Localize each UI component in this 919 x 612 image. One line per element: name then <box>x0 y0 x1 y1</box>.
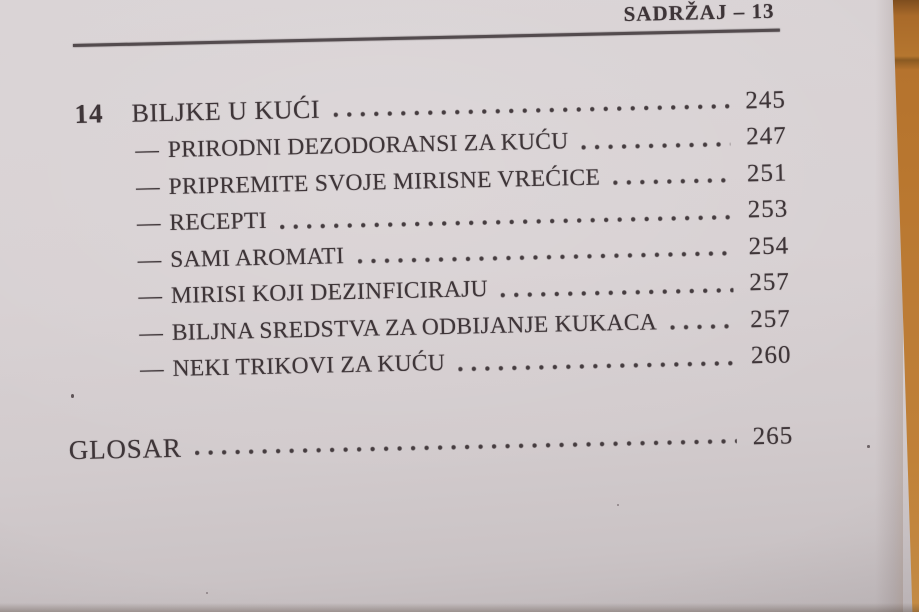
table-surface <box>892 0 919 612</box>
item-dash: — <box>139 319 164 347</box>
item-title: RECEPTI <box>169 207 268 236</box>
dot-leader <box>333 103 730 118</box>
item-page-number: 257 <box>749 268 791 297</box>
item-page-number: 251 <box>746 158 788 187</box>
item-dash: — <box>136 210 161 237</box>
toc-content: SADRŽAJ – 13 14 BILJKE U KUĆI 245 — PRIR… <box>59 0 811 580</box>
dot-leader <box>670 323 735 331</box>
item-dash: — <box>139 356 164 383</box>
item-page-number: 247 <box>745 122 787 151</box>
paper-speck <box>206 592 208 594</box>
item-page-number: 257 <box>749 304 791 333</box>
item-title: NEKI TRIKOVI ZA KUĆU <box>172 349 446 382</box>
dot-leader <box>194 438 737 456</box>
item-dash: — <box>138 283 163 310</box>
glossary-row: GLOSAR 265 <box>68 417 795 469</box>
toc-items: — PRIRODNI DEZODORANSI ZA KUĆU 247 — PRI… <box>75 118 793 389</box>
glossary-page-number: 265 <box>752 422 794 451</box>
item-page-number: 254 <box>748 231 790 260</box>
dot-leader <box>500 287 734 298</box>
chapter-page-number: 245 <box>745 86 787 115</box>
paper-speck <box>867 445 870 448</box>
item-title: SAMI AROMATI <box>169 242 345 273</box>
item-page-number: 260 <box>750 341 792 370</box>
header-rule <box>72 28 780 47</box>
dot-leader <box>613 177 732 186</box>
page-header: SADRŽAJ – 13 <box>623 0 775 26</box>
dot-leader <box>458 360 736 372</box>
item-dash: — <box>135 173 160 201</box>
dot-leader <box>357 250 733 264</box>
chapter-number: 14 <box>74 98 104 129</box>
item-dash: — <box>137 246 162 274</box>
chapter-title: BILJKE U KUĆI <box>131 94 321 128</box>
item-page-number: 253 <box>747 195 789 224</box>
glossary-title: GLOSAR <box>68 432 182 466</box>
dot-leader <box>279 214 732 230</box>
dot-leader <box>581 141 731 150</box>
item-dash: — <box>135 137 160 164</box>
